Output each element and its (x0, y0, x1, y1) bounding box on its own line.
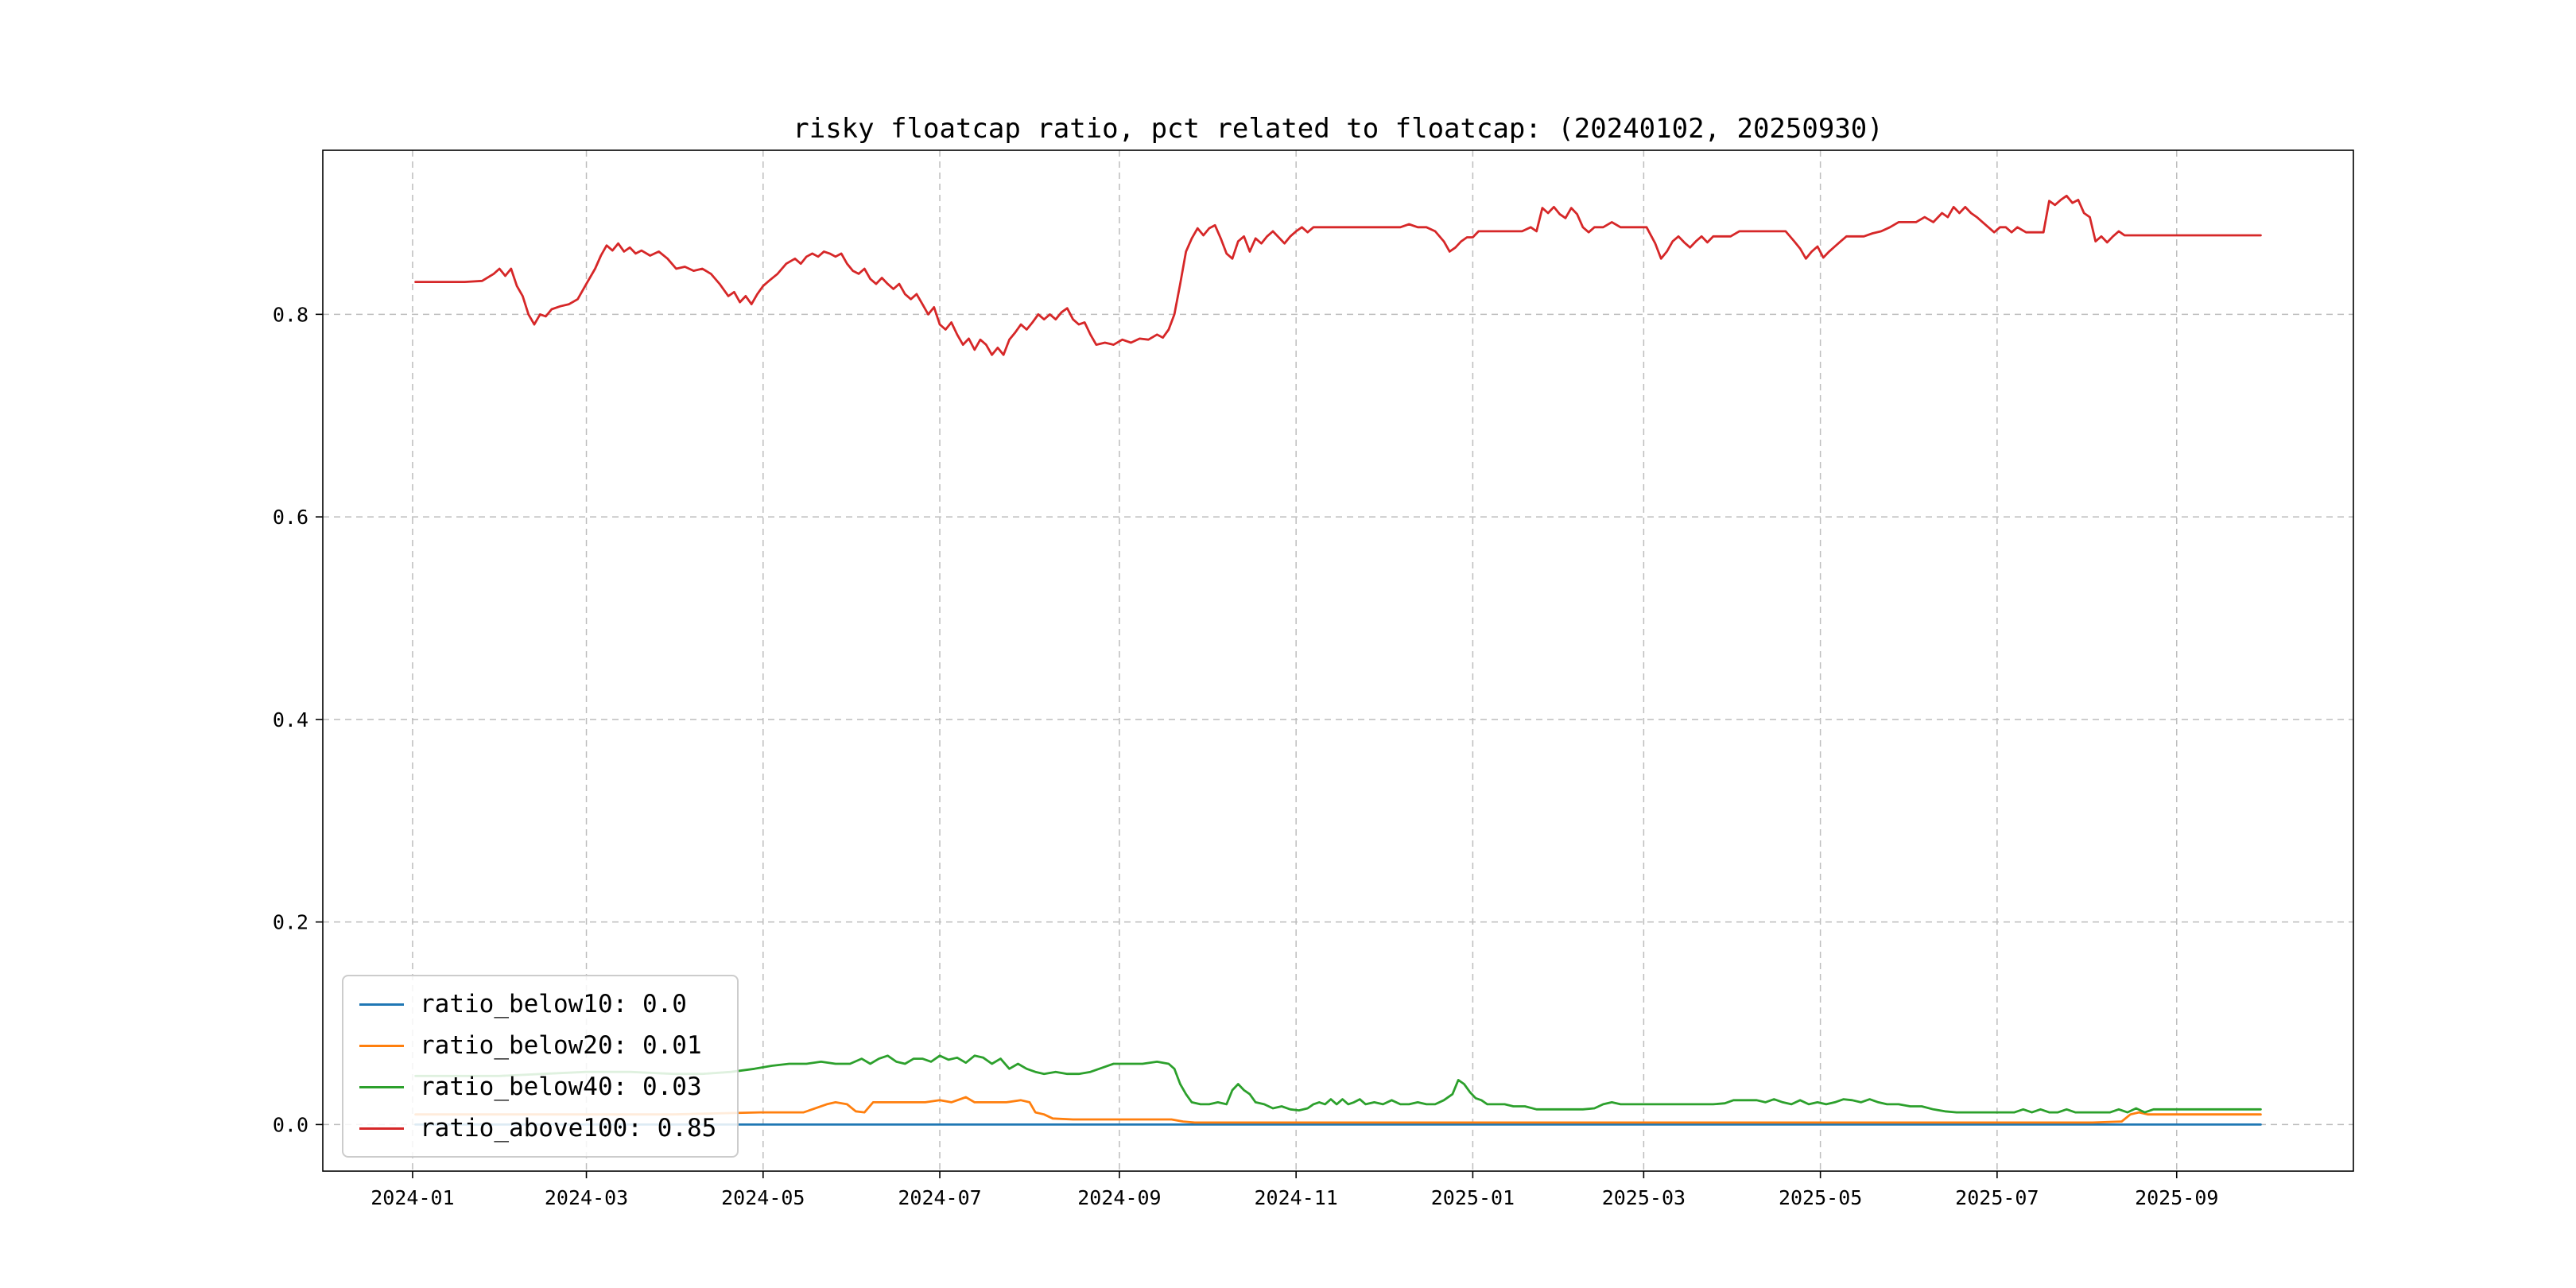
legend-label: ratio_below40: 0.03 (420, 1073, 702, 1101)
legend: ratio_below10: 0.0 ratio_below20: 0.01 rat… (342, 975, 739, 1158)
x-tick-label: 2025-01 (1431, 1186, 1515, 1209)
x-tick-label: 2024-03 (545, 1186, 628, 1209)
chart-title: risky floatcap ratio, pct related to flo… (793, 113, 1884, 145)
y-tick-label: 0.2 (273, 911, 308, 934)
axes-spine (322, 149, 2354, 1172)
y-tick-label: 0.0 (273, 1113, 308, 1136)
legend-line-sample (359, 1127, 404, 1130)
legend-line-sample (359, 1044, 404, 1047)
legend-line-sample (359, 1085, 404, 1088)
legend-item: ratio_below40: 0.03 (359, 1069, 716, 1105)
x-tick-label: 2025-09 (2135, 1186, 2218, 1209)
x-tick-label: 2024-11 (1254, 1186, 1337, 1209)
y-tick-label: 0.4 (273, 708, 308, 731)
x-tick-label: 2025-03 (1602, 1186, 1686, 1209)
x-tick-label: 2024-01 (370, 1186, 454, 1209)
legend-item: ratio_above100: 0.85 (359, 1110, 716, 1146)
legend-item: ratio_below20: 0.01 (359, 1027, 716, 1064)
y-tick-label: 0.6 (273, 506, 308, 529)
x-tick-label: 2024-07 (898, 1186, 981, 1209)
legend-item: ratio_below10: 0.0 (359, 986, 716, 1022)
series-line-ratio_below40 (414, 1054, 2262, 1114)
y-tick-label: 0.8 (273, 303, 308, 326)
legend-label: ratio_below10: 0.0 (420, 990, 687, 1018)
x-tick-label: 2024-05 (721, 1186, 805, 1209)
series-line-ratio_above100 (414, 194, 2262, 356)
x-tick-label: 2024-09 (1077, 1186, 1161, 1209)
legend-line-sample (359, 1003, 404, 1006)
series-line-ratio_below20 (414, 1096, 2262, 1124)
legend-label: ratio_below20: 0.01 (420, 1031, 702, 1060)
legend-label: ratio_above100: 0.85 (420, 1114, 717, 1143)
x-tick-label: 2025-05 (1779, 1186, 1862, 1209)
x-tick-label: 2025-07 (1955, 1186, 2039, 1209)
